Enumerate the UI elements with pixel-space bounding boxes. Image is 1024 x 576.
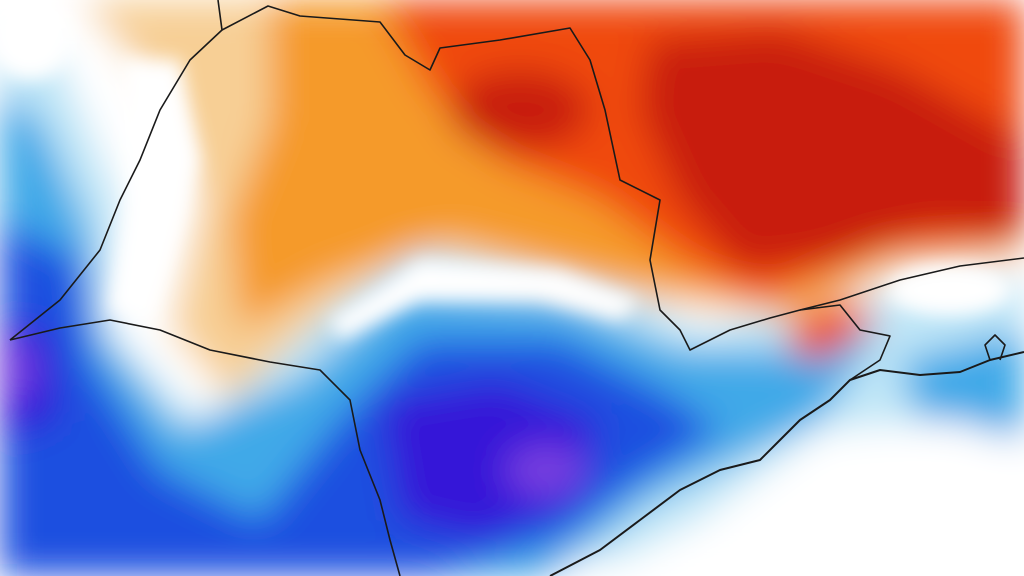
state-border-pr-sp (9, 319, 401, 576)
field-strong-warm (640, 30, 1024, 270)
political-borders (9, 0, 1024, 576)
field-neutral-ne (890, 265, 1010, 315)
coastline-bay (984, 334, 1006, 361)
field-warm-coast (790, 300, 880, 360)
field-neutral-nw (0, 0, 70, 80)
field-extreme-cool (505, 445, 585, 495)
field-neutral-band (110, 60, 200, 320)
field-very-cool (380, 380, 600, 540)
field-ocean-neutral (640, 420, 1024, 576)
field-extreme-cool-west (0, 345, 35, 395)
state-border-north-sp (221, 5, 1024, 351)
field-neutral-ridge (330, 260, 640, 340)
field-strong-warm-north (450, 70, 590, 150)
coastline (549, 351, 1024, 576)
state-border-mg-rj (799, 304, 891, 381)
state-border-ms-sp (9, 0, 223, 341)
